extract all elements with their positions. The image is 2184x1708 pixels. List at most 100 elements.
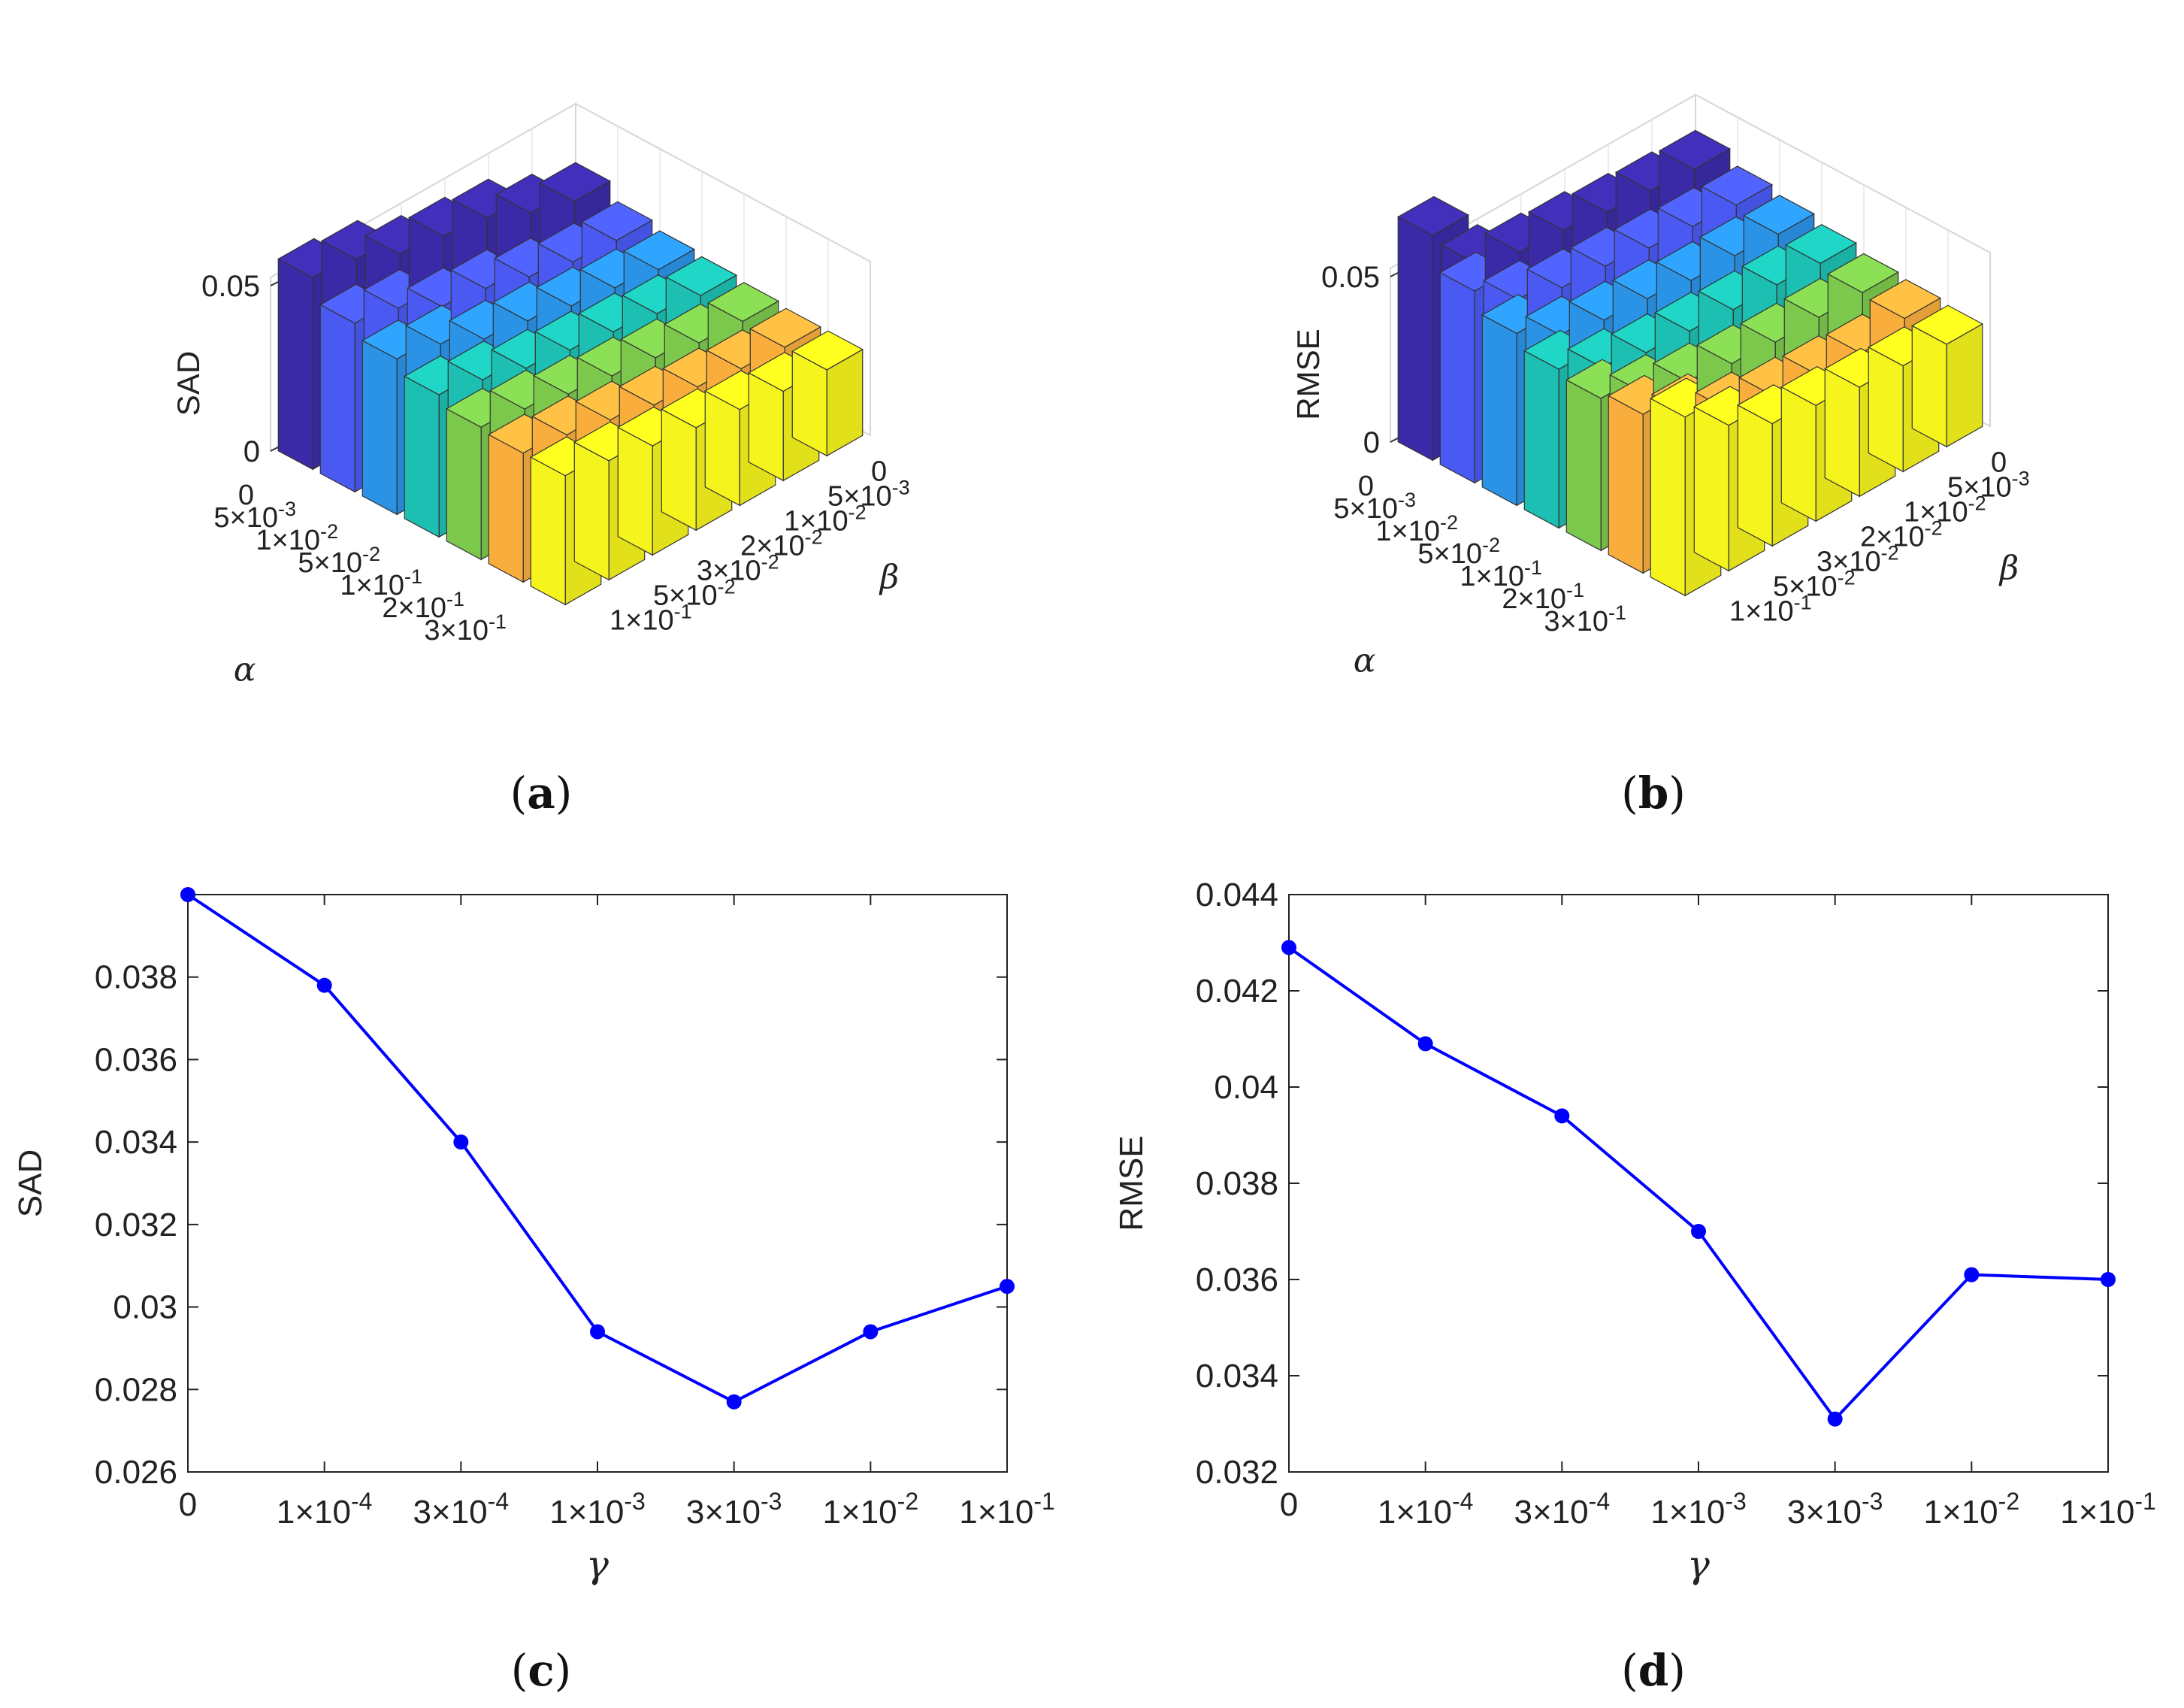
y-tick-label: 0.044 xyxy=(1196,877,1278,913)
alpha-tick-label: 1×10-1 xyxy=(1460,556,1542,592)
y-tick-label: 0.028 xyxy=(95,1371,177,1408)
bar3d-b: 00.05RMSE05×10-31×10-25×10-21×10-12×10-1… xyxy=(1290,93,2030,680)
y-tick-label: 0.038 xyxy=(1196,1165,1278,1202)
x-tick-label: 1×10-1 xyxy=(2060,1488,2156,1531)
beta-tick-label: 3×10-2 xyxy=(1816,542,1899,578)
bar-face-side xyxy=(661,408,697,531)
z-tick-label: 0.05 xyxy=(201,270,260,303)
x-tick-label: 1×10-1 xyxy=(959,1488,1055,1531)
y-tick-label: 0.026 xyxy=(95,1454,177,1491)
z-tick-label: 0.05 xyxy=(1321,261,1380,294)
alpha-tick-label: 2×10-1 xyxy=(1502,579,1584,615)
bar-face-top xyxy=(1659,129,1731,170)
caption-d: (d) xyxy=(1621,1645,1686,1696)
alpha-tick-label: 1×10-1 xyxy=(340,565,422,601)
x-tick-label: 3×10-3 xyxy=(686,1488,782,1531)
x-tick-label: 1×10-4 xyxy=(1378,1488,1474,1531)
beta-tick-label: 5×10-2 xyxy=(1773,567,1856,603)
data-point xyxy=(2101,1272,2116,1287)
data-point xyxy=(1827,1411,1843,1427)
y-tick-label: 0.036 xyxy=(95,1041,177,1078)
bar-face-side xyxy=(530,456,566,606)
data-point xyxy=(1000,1279,1015,1295)
x-axis-label: γ xyxy=(1687,1543,1710,1586)
bar-face-top xyxy=(1743,195,1815,235)
bar-face-front xyxy=(1946,323,1983,448)
plot-area xyxy=(187,894,1008,1473)
z-axis-label: SAD xyxy=(171,351,206,416)
x-tick-label: 3×10-3 xyxy=(1787,1488,1883,1531)
x-tick-label: 1×10-2 xyxy=(1924,1488,2020,1531)
y-tick-label: 0.042 xyxy=(1196,973,1278,1010)
y-tick-label: 0.034 xyxy=(95,1124,177,1161)
z-tick-mark xyxy=(1390,272,1399,277)
bar xyxy=(1911,304,1983,448)
alpha-tick-label: 3×10-1 xyxy=(424,610,507,647)
data-point xyxy=(590,1324,605,1340)
data-point xyxy=(1964,1267,1980,1283)
data-point xyxy=(863,1324,879,1340)
bar-face-side xyxy=(1868,346,1904,473)
bar-face-side xyxy=(1737,404,1773,547)
bar-face-side xyxy=(404,375,440,538)
x-tick-label: 1×10-2 xyxy=(823,1488,919,1531)
z-tick-label: 0 xyxy=(244,435,260,468)
bar-face-top xyxy=(1827,253,1899,293)
bar-face-top xyxy=(707,282,779,323)
bar-face-side xyxy=(446,407,482,561)
bar-face-side xyxy=(1780,386,1816,522)
plot-area xyxy=(1288,894,2109,1473)
alpha-tick-label: 1×10-2 xyxy=(1375,511,1458,547)
beta-tick-label: 5×10-3 xyxy=(827,477,910,513)
x-tick-label: 1×10-3 xyxy=(1650,1488,1747,1531)
alpha-tick-label: 5×10-3 xyxy=(213,498,296,534)
z-tick-mark xyxy=(1390,438,1399,443)
bar-face-side xyxy=(1523,350,1559,529)
z-tick-mark xyxy=(270,447,279,452)
bar-face-side xyxy=(1565,379,1602,552)
beta-tick-label: 0 xyxy=(1991,447,2007,479)
alpha-tick-label: 1×10-2 xyxy=(256,520,338,556)
x-tick-label: 3×10-4 xyxy=(1514,1488,1611,1531)
line-chart-c: 0.026 0.028 0.03 0.032 0.034 0.036 0.038 0 1×10-… xyxy=(12,887,1055,1586)
bar-face-side xyxy=(361,339,398,516)
bar-face-top xyxy=(1911,304,1983,345)
y-tick-label: 0.04 xyxy=(1214,1069,1278,1106)
bar-face-side xyxy=(1911,325,1947,448)
bar-face-top xyxy=(791,330,864,371)
bar-face-side xyxy=(1481,313,1517,507)
bar-face-side xyxy=(617,426,653,556)
y-tick-label: 0.032 xyxy=(95,1207,177,1243)
bar-face-top xyxy=(539,162,611,202)
bar-face-top xyxy=(749,307,821,348)
beta-tick-label: 5×10-2 xyxy=(653,576,736,612)
bar-face-top xyxy=(1869,279,1941,319)
caption-b: (b) xyxy=(1621,768,1686,819)
data-point xyxy=(180,887,195,902)
beta-tick-label: 3×10-2 xyxy=(697,551,779,587)
plots-layer: 00.05SAD05×10-31×10-25×10-21×10-12×10-13… xyxy=(12,93,2156,1586)
data-point xyxy=(1691,1224,1706,1239)
line-chart-d: 0.032 0.034 0.036 0.038 0.04 0.042 0.044 0 1×10-… xyxy=(1113,877,2156,1586)
beta-tick-label: 0 xyxy=(871,456,887,488)
alpha-tick-label: 2×10-1 xyxy=(382,588,464,624)
y-axis-label: SAD xyxy=(12,1149,49,1217)
bar-face-side xyxy=(1397,216,1433,462)
alpha-axis-label: α xyxy=(1354,642,1376,680)
z-tick-mark xyxy=(270,281,279,286)
alpha-tick-label: 0 xyxy=(1358,471,1374,502)
x-tick-label: 1×10-3 xyxy=(549,1488,646,1531)
y-tick-label: 0.038 xyxy=(95,959,177,996)
bar-face-side xyxy=(1824,368,1860,498)
x-tick-label: 1×10-4 xyxy=(277,1488,373,1531)
y-tick-label: 0.032 xyxy=(1196,1454,1278,1491)
bar-face-top xyxy=(581,201,653,241)
beta-tick-label: 2×10-2 xyxy=(740,526,823,562)
beta-tick-label: 1×10-1 xyxy=(1729,592,1812,628)
y-tick-label: 0.03 xyxy=(113,1289,177,1326)
bar-face-side xyxy=(277,258,313,471)
data-point xyxy=(1281,940,1296,955)
bar-face-side xyxy=(319,304,355,493)
x-tick-label: 0 xyxy=(179,1486,197,1523)
